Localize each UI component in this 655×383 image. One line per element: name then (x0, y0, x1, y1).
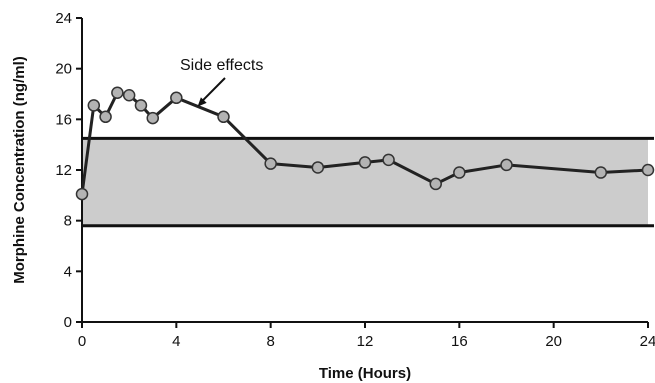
data-point (171, 92, 182, 103)
data-point (112, 87, 123, 98)
y-tick-label: 4 (64, 263, 72, 280)
data-point (100, 111, 111, 122)
y-tick-label: 0 (64, 314, 72, 331)
data-point (501, 159, 512, 170)
data-point (147, 113, 158, 124)
data-point (595, 167, 606, 178)
x-tick-label: 0 (78, 333, 86, 350)
data-point (218, 111, 229, 122)
data-point (77, 189, 88, 200)
x-tick-label: 24 (640, 333, 655, 350)
x-tick-label: 16 (451, 333, 468, 350)
y-axis-title: Morphine Concentration (ng/ml) (11, 56, 28, 283)
x-axis: 0 4 8 12 16 20 24 (78, 322, 655, 350)
data-point (135, 100, 146, 111)
y-axis: 0 4 8 12 16 20 24 (55, 10, 82, 331)
data-point (88, 100, 99, 111)
data-point (643, 165, 654, 176)
annotation-arrow (201, 78, 225, 103)
x-tick-label: 8 (266, 333, 274, 350)
x-axis-title: Time (Hours) (319, 365, 411, 382)
data-point (124, 90, 135, 101)
data-point (360, 157, 371, 168)
data-point (454, 167, 465, 178)
annotation-side-effects: Side effects (180, 57, 263, 74)
x-tick-label: 12 (357, 333, 374, 350)
x-tick-label: 4 (172, 333, 180, 350)
y-tick-label: 16 (55, 111, 72, 128)
y-tick-label: 24 (55, 10, 72, 27)
therapeutic-band (82, 138, 648, 225)
y-tick-label: 12 (55, 162, 72, 179)
x-tick-label: 20 (545, 333, 562, 350)
y-tick-label: 20 (55, 61, 72, 78)
data-point (265, 158, 276, 169)
y-tick-label: 8 (64, 213, 72, 230)
data-point (383, 154, 394, 165)
data-point (312, 162, 323, 173)
data-point (430, 178, 441, 189)
